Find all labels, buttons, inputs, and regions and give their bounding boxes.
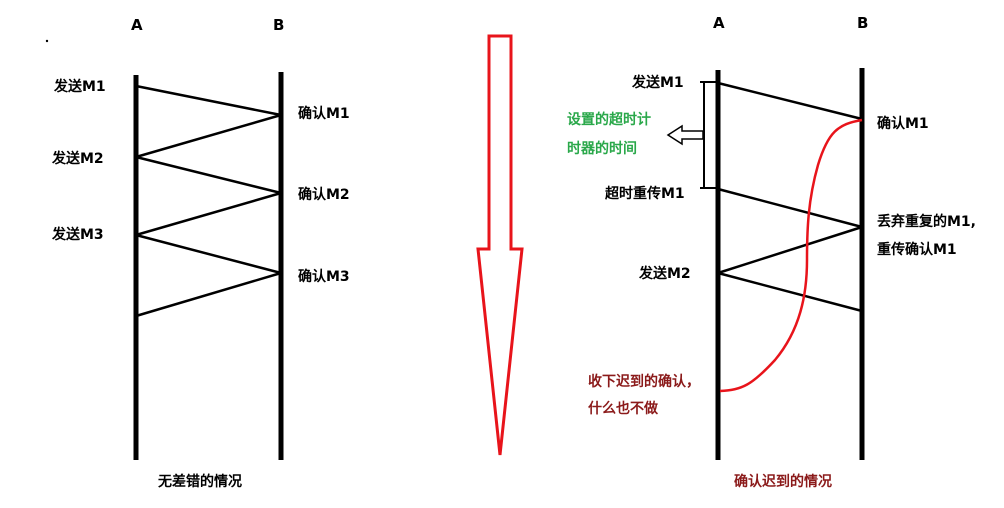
left-send-m2-label: 发送M2 <box>51 150 104 167</box>
left-ack-m2-line <box>135 191 282 237</box>
left-col-b-label: B <box>273 16 284 34</box>
right-caption: 确认迟到的情况 <box>734 473 832 490</box>
left-send-m2-line <box>135 155 282 195</box>
left-send-m3-label: 发送M3 <box>51 226 104 243</box>
right-send-m1-line <box>717 81 863 121</box>
right-ack-m1-label: 确认M1 <box>877 115 929 132</box>
left-diagram: A B 发送M1 发送M2 发送M3 确认M1 确认M2 确认M3 无差错的情况 <box>51 16 350 490</box>
down-arrow-icon <box>476 34 524 456</box>
left-ack-m3-line <box>135 271 282 318</box>
timer-text-line2: 时器的时间 <box>567 140 637 157</box>
left-ack-m3-label: 确认M3 <box>298 268 350 285</box>
late-ack-text-line2: 什么也不做 <box>588 400 659 417</box>
left-send-m1-label: 发送M1 <box>53 78 106 95</box>
right-discard-line2: 重传确认M1 <box>877 241 957 258</box>
left-ack-m1-line <box>135 113 282 159</box>
right-reack-m1-line <box>717 225 863 275</box>
timer-text-line1: 设置的超时计 <box>567 111 651 128</box>
timer-pointer-arrow-icon <box>666 124 704 146</box>
late-ack-curve <box>719 118 863 393</box>
right-message-lines <box>717 81 863 313</box>
left-message-lines <box>135 84 282 318</box>
right-diagram: A B 发送M1 设置的超时计 时器的时间 超时重传M1 发送M2 确认M1 丢… <box>567 14 976 490</box>
right-col-b-label: B <box>857 14 868 32</box>
right-col-a-label: A <box>713 14 725 32</box>
right-discard-line1: 丢弃重复的M1, <box>877 213 976 230</box>
right-send-m2-line <box>717 271 863 313</box>
stray-dot <box>45 39 49 43</box>
right-retransmit-m1-line <box>717 187 863 229</box>
left-ack-m2-label: 确认M2 <box>298 186 350 203</box>
left-caption: 无差错的情况 <box>157 473 242 490</box>
left-col-a-label: A <box>131 16 143 34</box>
right-send-m2-label: 发送M2 <box>638 265 691 282</box>
left-ack-m1-label: 确认M1 <box>298 105 350 122</box>
right-retransmit-m1-label: 超时重传M1 <box>604 185 685 202</box>
timeout-bracket <box>700 81 718 189</box>
late-ack-text-line1: 收下迟到的确认， <box>588 373 700 390</box>
left-send-m3-line <box>135 233 282 275</box>
right-send-m1-label: 发送M1 <box>631 74 684 91</box>
left-send-m1-line <box>135 84 282 117</box>
